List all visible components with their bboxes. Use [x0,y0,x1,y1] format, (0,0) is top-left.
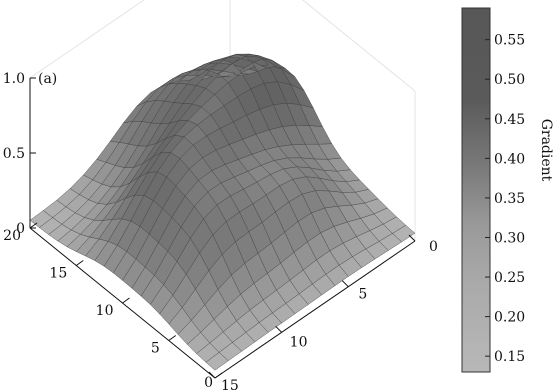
x-axis-line [214,240,416,379]
y-tick-label: 0 [204,375,213,390]
x-tick [341,280,349,288]
colorbar-tick-label: 0.50 [494,72,525,88]
panel-label: (a) [38,71,57,87]
y-tick [214,372,223,379]
x-tick [208,371,216,379]
colorbar-tick-label: 0.20 [494,310,525,326]
colorbar-tick-label: 0.35 [494,191,525,207]
y-tick [29,222,38,229]
z-tick-label: 1.0 [3,71,25,87]
x-tick-label: 15 [221,378,239,390]
colorbar-tick-label: 0.40 [494,151,525,167]
colorbar-tick-label: 0.55 [494,33,525,49]
y-tick-label: 5 [151,341,160,357]
y-tick [122,297,130,304]
colorbar-tick-label: 0.25 [494,270,525,286]
colorbar-gradient [461,7,491,373]
y-tick-label: 20 [3,228,21,244]
z-tick-label: 0.5 [3,146,25,162]
y-tick [168,335,177,341]
colorbar-tick-label: 0.15 [494,349,525,365]
axis-lines [29,77,416,379]
y-tick [75,260,84,266]
surface-mesh [29,53,416,371]
colorbar-tick-label: 0.30 [494,230,525,246]
y-tick-label: 15 [49,266,67,282]
x-tick-label: 10 [290,334,308,350]
colorbar: 0.15 0.20 0.25 0.30 0.35 0.40 0.45 0.50 0.55 [461,7,525,373]
colorbar-tick-label: 0.45 [494,112,525,128]
colorbar-label: Gradient [538,119,554,182]
x-tick-label: 0 [429,239,438,255]
y-tick-label: 10 [96,303,114,319]
box-edge [301,0,416,92]
x-tick [408,234,416,242]
z-tick-label: 0 [16,221,25,237]
x-tick-label: 5 [358,287,367,303]
x-tick [275,325,283,333]
box-edge [29,0,145,79]
